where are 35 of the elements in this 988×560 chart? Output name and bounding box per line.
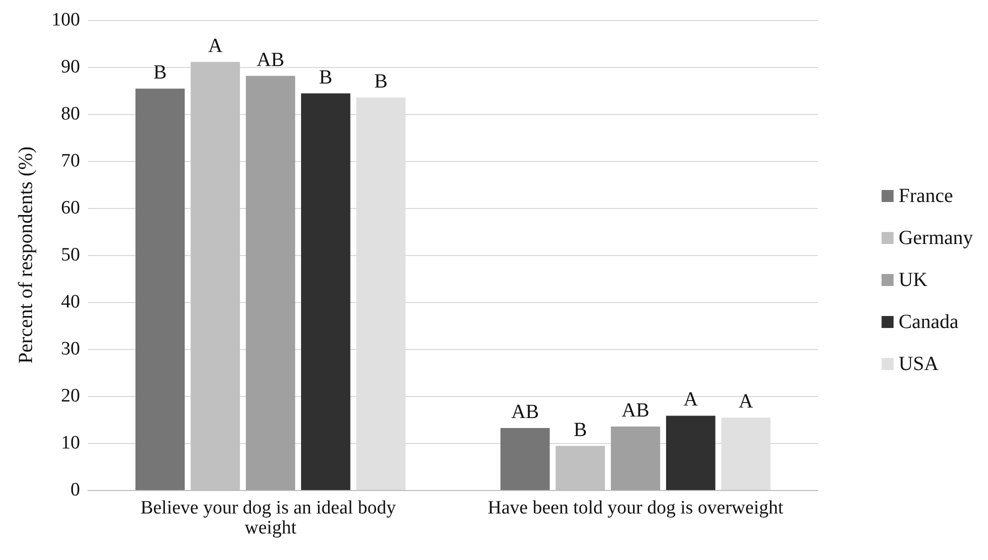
x-tick-label: Believe your dog is an ideal body weight — [140, 498, 401, 538]
legend-label: USA — [898, 353, 940, 375]
legend-label: Canada — [898, 311, 959, 333]
y-tick-label: 80 — [61, 104, 80, 124]
y-tick-label: 90 — [61, 56, 80, 78]
data-label: A — [208, 34, 224, 57]
data-label: A — [738, 390, 754, 413]
data-label: A — [683, 388, 698, 411]
data-label: B — [319, 66, 332, 88]
y-tick-label: 10 — [61, 432, 80, 454]
bar — [610, 426, 660, 490]
bar — [666, 416, 716, 490]
y-tick-label: 20 — [61, 386, 80, 406]
bar — [135, 88, 185, 490]
data-label: AB — [622, 400, 650, 422]
bar — [301, 93, 350, 490]
y-tick-label: 100 — [52, 10, 80, 30]
bar — [246, 76, 296, 490]
legend-label: UK — [898, 269, 928, 291]
data-label: B — [374, 70, 388, 93]
y-tick-label: 40 — [61, 292, 80, 312]
y-tick-label: 0 — [70, 480, 80, 500]
y-tick-label: 50 — [61, 244, 80, 266]
y-tick-label: 30 — [61, 338, 80, 360]
data-label: AB — [256, 48, 284, 71]
data-label: B — [574, 418, 587, 441]
x-tick-label: Have been told your dog is overweight — [488, 498, 784, 518]
data-label: B — [153, 62, 167, 84]
y-tick-label: 60 — [61, 198, 80, 218]
y-axis-title: Percent of respondents (%) — [15, 146, 37, 364]
data-label: AB — [511, 400, 539, 423]
y-tick-label: 70 — [61, 150, 80, 172]
legend-label: France — [898, 185, 954, 207]
legend-label: Germany — [898, 227, 974, 249]
bar — [500, 428, 550, 490]
